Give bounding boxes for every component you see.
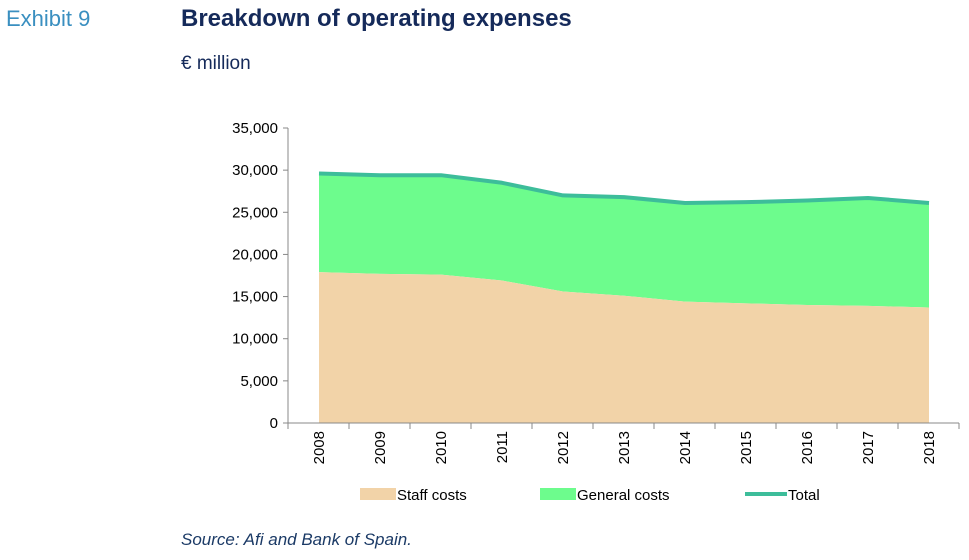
- legend-label: General costs: [577, 487, 670, 504]
- legend-label: Staff costs: [397, 487, 467, 504]
- x-tick-label: 2018: [921, 431, 938, 464]
- x-tick-label: 2017: [860, 431, 877, 464]
- x-tick-label: 2008: [311, 431, 328, 464]
- y-tick-label: 25,000: [232, 204, 278, 221]
- total-line: [318, 171, 930, 206]
- y-tick-label: 30,000: [232, 162, 278, 179]
- unit-label: € million: [181, 53, 251, 74]
- source-note: Source: Afi and Bank of Spain.: [181, 530, 412, 549]
- y-tick-label: 0: [270, 415, 278, 432]
- axes-layer: 0 5,000 10,000 15,000 20,000 25,000 30,000 35,0…: [232, 120, 960, 464]
- legend-swatch: [540, 488, 576, 500]
- legend-label: Total: [788, 487, 820, 504]
- x-tick-label: 2011: [494, 431, 511, 463]
- y-tick-label: 5,000: [240, 373, 278, 390]
- legend-swatch: [360, 488, 396, 500]
- staff-costs-area: [319, 272, 929, 423]
- y-tick-label: 35,000: [232, 120, 278, 137]
- x-tick-label: 2009: [372, 431, 389, 464]
- legend: Staff costs General costs Total: [360, 487, 820, 504]
- y-tick-label: 20,000: [232, 246, 278, 263]
- x-tick-label: 2012: [555, 431, 572, 464]
- x-tick-label: 2010: [433, 431, 450, 464]
- y-tick-label: 10,000: [232, 331, 278, 348]
- y-tick-label: 15,000: [232, 289, 278, 306]
- x-tick-label: 2014: [677, 431, 694, 464]
- exhibit-number: Exhibit 9: [6, 6, 91, 31]
- x-tick-label: 2015: [738, 431, 755, 464]
- general-costs-area: [319, 173, 929, 308]
- areas-layer: [318, 171, 930, 423]
- x-tick-label: 2016: [799, 431, 816, 464]
- x-tick-label: 2013: [616, 431, 633, 464]
- chart-title: Breakdown of operating expenses: [181, 5, 572, 32]
